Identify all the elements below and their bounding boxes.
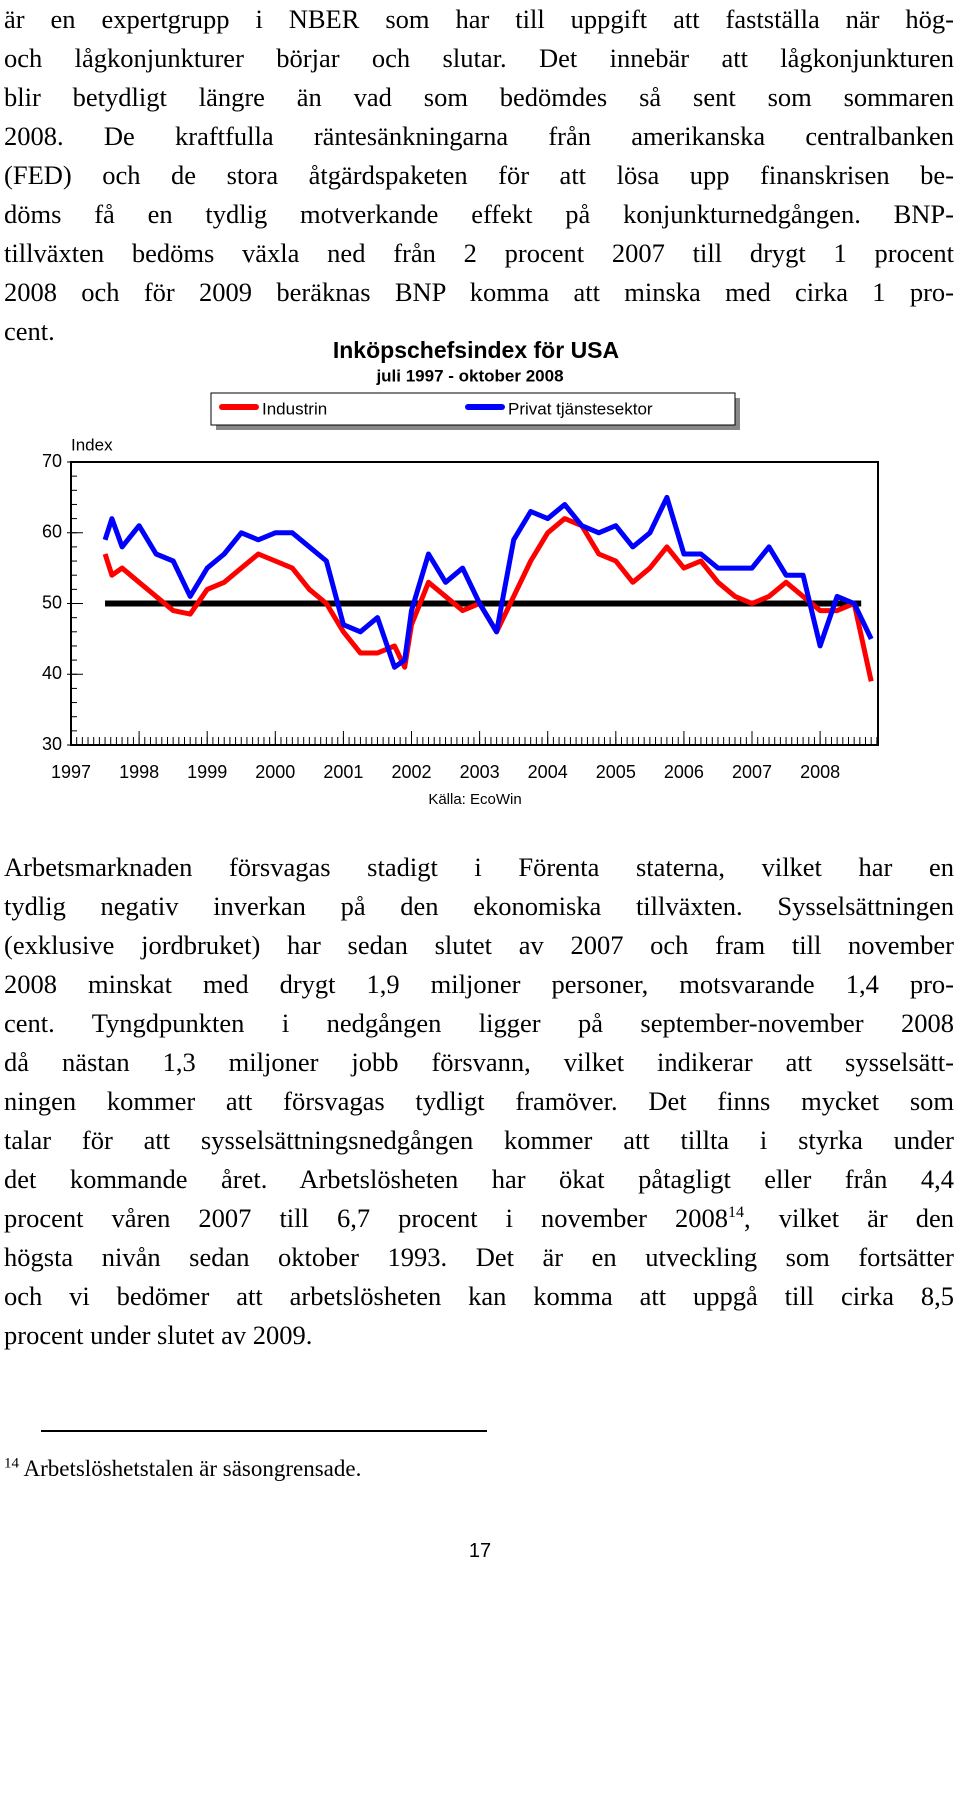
chart: Inköpschefsindex för USA juli 1997 - okt… [42,337,879,808]
chart-subtitle: juli 1997 - oktober 2008 [375,366,563,385]
text-line: högsta nivån sedan oktober 1993. Det är … [4,1242,954,1272]
text-line: ningen kommer att försvagas tydligt fram… [4,1086,954,1116]
y-tick-label: 60 [42,522,62,542]
footnote-number: 14 [4,1455,19,1472]
footnote-ref: 14 [728,1204,745,1222]
text-line: 2008 och för 2009 beräknas BNP komma att… [4,277,954,307]
x-tick-label: 2001 [323,762,363,782]
series-line [102,516,874,682]
x-tick-label: 1997 [51,762,91,782]
legend-label: Industrin [262,399,327,418]
source: Källa: EcoWin [428,791,521,808]
x-tick-label: 2007 [732,762,772,782]
y-tick-label: 50 [42,592,62,612]
text-line: då nästan 1,3 miljoner jobb försvann, vi… [4,1047,954,1077]
y-tick-label: 70 [42,451,62,471]
text: , vilket är den [744,1203,955,1233]
text-line: procent våren 2007 till 6,7 procent i no… [4,1199,954,1238]
footnote: 14 Arbetslöshetstalen är säsongrensade. [4,1456,361,1482]
x-tick-label: 1998 [119,762,159,782]
legend-label: Privat tjänstesektor [508,399,653,418]
text-line: blir betydligt längre än vad som bedömde… [4,82,954,112]
text-line: (exklusive jordbruket) har sedan slutet … [4,930,954,960]
text-line: tydlig negativ inverkan på den ekonomisk… [4,891,954,921]
text-line: cent. Tyngdpunkten i nedgången ligger på… [4,1008,954,1038]
x-tick-label: 2003 [460,762,500,782]
text-line: procent under slutet av 2009. [4,1320,313,1350]
text-line: cent. [4,316,55,346]
x-tick-label: 2004 [528,762,568,782]
paragraph: Arbetsmarknaden försvagas stadigt i Före… [4,848,954,1355]
text-line: tillväxten bedöms växla ned från 2 proce… [4,238,954,268]
text-line: 2008. De kraftfulla räntesänkningarna fr… [4,121,954,151]
text: procent våren 2007 till 6,7 procent i no… [4,1203,729,1233]
footnote-text: Arbetslöshetstalen är säsongrensade. [23,1456,362,1481]
paragraph: är en expertgrupp i NBER som har till up… [4,0,954,351]
text-line: döms få en tydlig motverkande effekt på … [4,199,954,229]
text-line: och vi bedömer att arbetslösheten kan ko… [4,1281,954,1311]
series-line [102,494,874,670]
text-line: Arbetsmarknaden försvagas stadigt i Före… [4,852,954,882]
x-tick-label: 2000 [255,762,295,782]
text-line: 2008 minskat med drygt 1,9 miljoner pers… [4,969,954,999]
plot-frame [70,461,879,746]
text-line: talar för att sysselsättningsnedgången k… [4,1125,954,1155]
x-tick-label: 2006 [664,762,704,782]
x-tick-label: 2005 [596,762,636,782]
y-axis-label: Index [71,435,113,454]
text-line: (FED) och de stora åtgärdspaketen för at… [4,160,954,190]
chart-title: Inköpschefsindex för USA [333,337,619,363]
x-tick-label: 2008 [800,762,840,782]
x-tick-label: 2002 [391,762,431,782]
y-tick-label: 40 [42,663,62,683]
x-tick-label: 1999 [187,762,227,782]
y-tick-label: 30 [42,734,62,754]
legend-box [210,392,736,426]
page-number: 17 [468,1540,492,1562]
footnote-rule [41,1430,487,1432]
text-line: och lågkonjunkturer börjar och slutar. D… [4,43,954,73]
text-line: är en expertgrupp i NBER som har till up… [4,4,954,34]
text-line: det kommande året. Arbetslösheten har ök… [4,1164,954,1194]
